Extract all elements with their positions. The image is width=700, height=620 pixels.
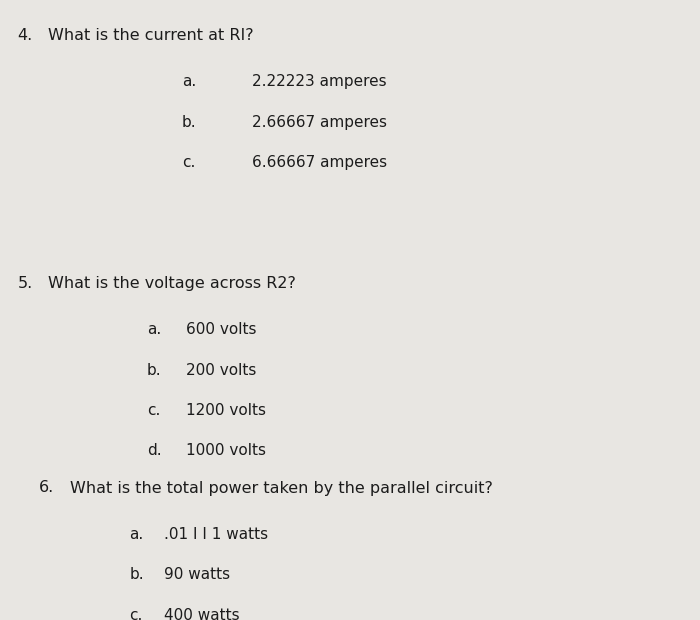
Text: d.: d. [147, 443, 162, 458]
Text: What is the current at RI?: What is the current at RI? [48, 28, 253, 43]
Text: b.: b. [182, 115, 197, 130]
Text: a.: a. [147, 322, 161, 337]
Text: b.: b. [130, 567, 144, 582]
Text: What is the voltage across R2?: What is the voltage across R2? [48, 276, 295, 291]
Text: 90 watts: 90 watts [164, 567, 230, 582]
Text: 1000 volts: 1000 volts [186, 443, 265, 458]
Text: 6.: 6. [38, 480, 54, 495]
Text: 6.66667 amperes: 6.66667 amperes [252, 155, 387, 170]
Text: 200 volts: 200 volts [186, 363, 256, 378]
Text: 2.22223 amperes: 2.22223 amperes [252, 74, 386, 89]
Text: .01 I I 1 watts: .01 I I 1 watts [164, 527, 269, 542]
Text: a.: a. [130, 527, 144, 542]
Text: 2.66667 amperes: 2.66667 amperes [252, 115, 387, 130]
Text: a.: a. [182, 74, 196, 89]
Text: 600 volts: 600 volts [186, 322, 256, 337]
Text: 400 watts: 400 watts [164, 608, 240, 620]
Text: c.: c. [147, 403, 160, 418]
Text: 1200 volts: 1200 volts [186, 403, 265, 418]
Text: 4.: 4. [18, 28, 33, 43]
Text: c.: c. [182, 155, 195, 170]
Text: c.: c. [130, 608, 143, 620]
Text: b.: b. [147, 363, 162, 378]
Text: What is the total power taken by the parallel circuit?: What is the total power taken by the par… [70, 480, 493, 495]
Text: 5.: 5. [18, 276, 33, 291]
